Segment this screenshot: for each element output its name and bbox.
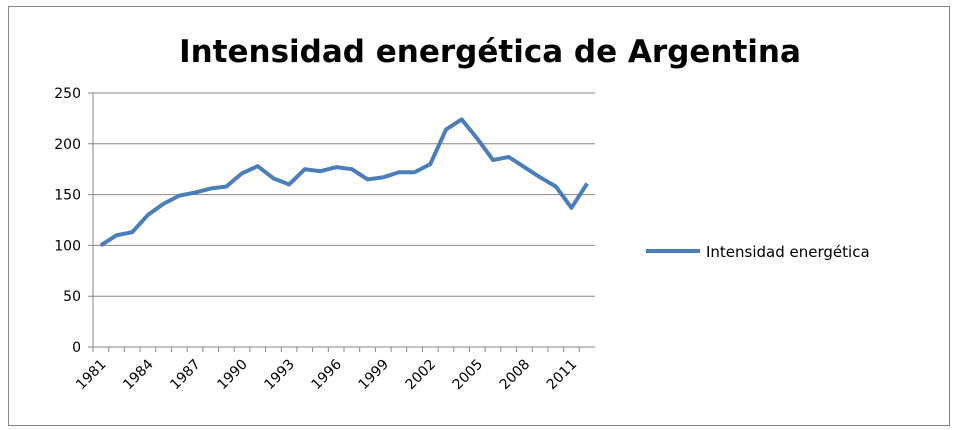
- y-tick-label: 150: [54, 188, 81, 204]
- y-tick-label: 100: [54, 238, 81, 254]
- chart-title: Intensidad energética de Argentina: [179, 34, 801, 70]
- y-tick-label: 50: [63, 289, 81, 305]
- data-line: [99, 117, 589, 248]
- y-tick-label: 200: [54, 137, 81, 153]
- y-tick-label: 0: [72, 340, 81, 356]
- legend-label: Intensidad energética: [706, 243, 870, 261]
- chart-frame: [8, 6, 950, 426]
- y-tick-label: 250: [54, 86, 81, 102]
